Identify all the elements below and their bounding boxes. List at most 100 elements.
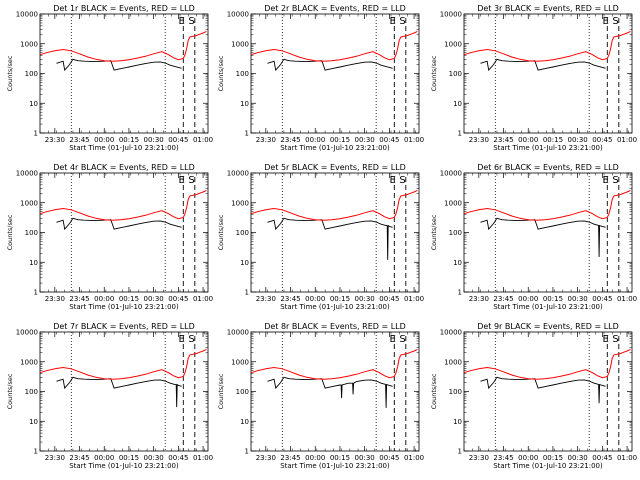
y-tick-label: 10000 [440,11,462,19]
x-tick-label: 00:00 [305,454,325,462]
event-marker-label: E [602,16,608,27]
plot-frame [250,13,420,134]
y-tick-label: 1 [34,130,38,138]
x-tick-label: 23:30 [45,454,65,462]
y-axis-label: Counts/sec [430,55,438,91]
y-tick-label: 100 [25,229,38,237]
chart-panel: Det 4r BLACK = Events, RED = LLD 1 10 100 10… [6,163,213,311]
chart-panel: Det 1r BLACK = Events, RED = LLD 1 10 100 10… [6,4,213,152]
series-line-red [250,348,418,380]
x-tick-label: 00:45 [592,136,612,144]
plot-frame [250,331,420,452]
panel-title: Det 5r BLACK = Events, RED = LLD [264,163,406,172]
y-tick-label: 1 [34,289,38,297]
y-tick-label: 100 [449,229,462,237]
event-marker-label: S [612,175,618,186]
x-tick-label: 00:30 [568,454,588,462]
event-marker-label: S [188,16,194,27]
chart-panel: Det 8r BLACK = Events, RED = LLD 1 10 100 10… [217,322,424,470]
y-axis-label: Counts/sec [217,373,225,409]
x-tick-label: 01:00 [193,454,213,462]
x-tick-label: 00:30 [355,454,375,462]
event-marker-label: E [178,16,184,27]
x-tick-label: 00:30 [144,454,164,462]
x-axis-label: Start Time (01-Jul-10 23:21:00) [69,462,179,470]
x-axis-label: Start Time (01-Jul-10 23:21:00) [493,462,603,470]
y-tick-label: 100 [236,388,249,396]
x-axis-label: Start Time (01-Jul-10 23:21:00) [280,144,390,152]
x-tick-label: 23:45 [493,295,513,303]
panel-title: Det 7r BLACK = Events, RED = LLD [53,322,195,331]
x-tick-label: 00:15 [119,454,139,462]
y-tick-label: 1 [458,130,462,138]
panel-title: Det 6r BLACK = Events, RED = LLD [477,163,619,172]
x-tick-label: 23:30 [45,136,65,144]
event-marker-label: S [399,16,405,27]
x-tick-label: 00:00 [94,136,114,144]
x-tick-label: 00:45 [379,295,399,303]
x-tick-label: 00:15 [119,295,139,303]
y-axis-label: Counts/sec [430,373,438,409]
y-tick-label: 10000 [16,170,38,178]
y-tick-label: 1000 [444,358,462,366]
x-tick-label: 00:30 [144,295,164,303]
y-tick-label: 1000 [444,40,462,48]
x-tick-label: 23:30 [256,295,276,303]
series-line-black [267,376,393,408]
x-tick-label: 00:30 [568,136,588,144]
chart-panel: Det 3r BLACK = Events, RED = LLD 1 10 100 10… [430,4,637,152]
series-line-black [480,58,606,72]
x-tick-label: 00:00 [518,295,538,303]
x-tick-label: 00:45 [168,454,188,462]
y-tick-label: 1000 [231,358,249,366]
event-marker-label: E [602,334,608,345]
series-line-red [463,30,631,62]
chart-panel: Det 7r BLACK = Events, RED = LLD 1 10 100 10… [6,322,213,470]
x-tick-label: 00:45 [592,454,612,462]
y-axis-label: Counts/sec [6,55,14,91]
series-line-red [250,189,418,221]
x-axis-label: Start Time (01-Jul-10 23:21:00) [493,303,603,311]
y-tick-label: 1 [245,289,249,297]
panel-title: Det 4r BLACK = Events, RED = LLD [53,163,195,172]
x-tick-label: 00:15 [543,136,563,144]
y-tick-label: 10 [29,418,38,426]
x-tick-label: 23:45 [280,454,300,462]
x-tick-label: 23:30 [256,136,276,144]
x-tick-label: 23:45 [69,136,89,144]
y-axis-label: Counts/sec [430,214,438,250]
x-tick-label: 23:45 [69,295,89,303]
event-marker-label: S [612,16,618,27]
x-tick-label: 01:00 [193,136,213,144]
x-tick-label: 00:15 [330,295,350,303]
x-tick-label: 01:00 [193,295,213,303]
y-tick-label: 1000 [20,40,38,48]
event-marker-label: S [188,334,194,345]
x-tick-label: 00:15 [543,454,563,462]
x-tick-label: 23:30 [256,454,276,462]
panel-title: Det 9r BLACK = Events, RED = LLD [477,322,619,331]
plot-frame [463,331,633,452]
x-tick-label: 00:45 [168,295,188,303]
x-tick-label: 00:00 [518,454,538,462]
plot-frame [39,172,209,293]
x-tick-label: 01:00 [617,295,637,303]
series-line-red [39,348,207,380]
y-tick-label: 10 [240,418,249,426]
y-tick-label: 100 [449,70,462,78]
y-tick-label: 1 [458,289,462,297]
y-axis-label: Counts/sec [217,55,225,91]
y-tick-label: 1 [34,448,38,456]
y-tick-label: 10 [240,259,249,267]
event-marker-label: S [188,175,194,186]
x-tick-label: 01:00 [404,454,424,462]
event-marker-label: E [389,16,395,27]
x-axis-label: Start Time (01-Jul-10 23:21:00) [280,462,390,470]
y-tick-label: 10000 [227,170,249,178]
plot-frame [463,13,633,134]
y-tick-label: 10000 [227,11,249,19]
x-tick-label: 00:30 [355,295,375,303]
series-line-black [56,58,182,72]
y-tick-label: 1000 [231,40,249,48]
